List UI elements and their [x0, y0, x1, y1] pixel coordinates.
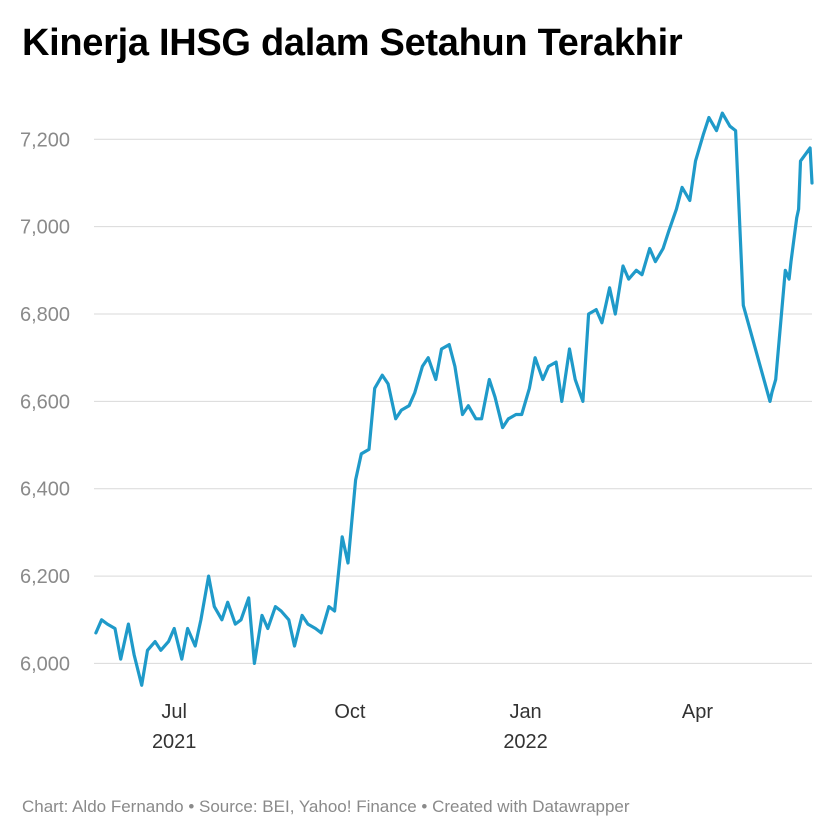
x-tick-label: Jul: [161, 701, 187, 723]
chart-title: Kinerja IHSG dalam Setahun Terakhir: [22, 22, 683, 64]
y-tick-label: 6,400: [20, 479, 70, 501]
source-note: Chart: Aldo Fernando • Source: BEI, Yaho…: [22, 797, 630, 816]
x-axis-ticks: Jul 2021 Oct Jan 2022 Apr: [152, 701, 713, 753]
x-tick-label: Jan: [509, 701, 541, 723]
y-tick-label: 7,200: [20, 129, 70, 151]
y-tick-label: 6,200: [20, 566, 70, 588]
gridlines: [94, 138, 812, 664]
x-tick-year-label: 2022: [503, 731, 548, 753]
y-tick-label: 6,600: [20, 391, 70, 413]
y-tick-label: 7,000: [20, 217, 70, 239]
ihsg-series-line: [94, 111, 814, 687]
y-axis-ticks: 6,000 6,200 6,400 6,600 6,800 7,000 7,200: [20, 129, 70, 675]
x-tick-label: Oct: [334, 701, 366, 723]
x-tick-label: Apr: [682, 701, 713, 723]
y-tick-label: 6,800: [20, 304, 70, 326]
line-chart: 6,000 6,200 6,400 6,600 6,800 7,000 7,200 Jul 2…: [20, 111, 814, 753]
x-tick-year-label: 2021: [152, 731, 197, 753]
y-tick-label: 6,000: [20, 653, 70, 675]
